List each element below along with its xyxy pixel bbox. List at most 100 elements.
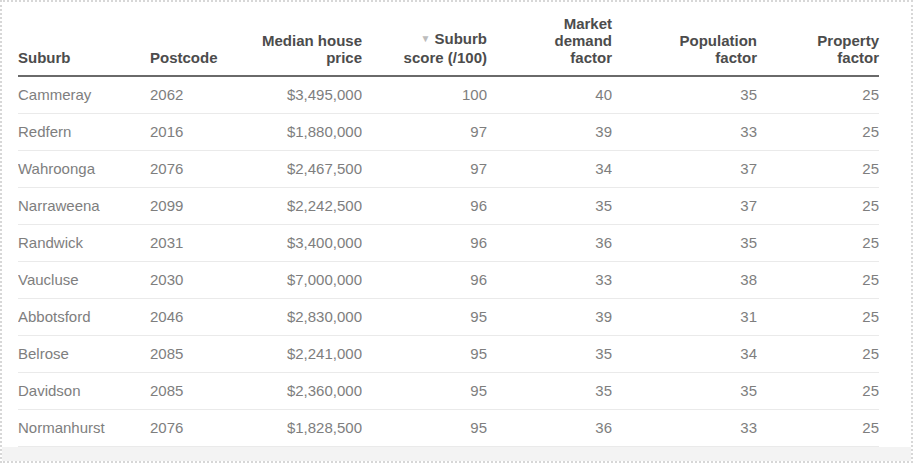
property-cell: 25 (757, 187, 879, 224)
property-cell: 25 (757, 113, 879, 150)
market-cell: 33 (487, 261, 612, 298)
table-row: Narraweena2099$2,242,50096353725 (18, 187, 879, 224)
column-header-label: Postcode (150, 49, 218, 66)
column-header-label: Suburb (18, 49, 71, 66)
header-row: SuburbPostcodeMedian house price▼Suburb … (18, 2, 879, 76)
market-cell: 35 (487, 187, 612, 224)
market-cell: 34 (487, 150, 612, 187)
score-cell: 96 (362, 261, 487, 298)
suburb-cell: Abbotsford (18, 298, 150, 335)
property-cell: 25 (757, 76, 879, 113)
property-cell: 25 (757, 298, 879, 335)
population-cell: 37 (612, 187, 757, 224)
column-header-label: Suburb score (/100) (404, 30, 487, 66)
price-cell: $3,400,000 (240, 224, 362, 261)
column-header-label: Population factor (680, 32, 758, 66)
price-cell: $2,467,500 (240, 150, 362, 187)
suburb-table-container: SuburbPostcodeMedian house price▼Suburb … (2, 2, 911, 447)
column-header-label: Property factor (817, 32, 879, 66)
column-header-suburb[interactable]: Suburb (18, 2, 150, 76)
population-cell: 37 (612, 150, 757, 187)
price-cell: $2,242,500 (240, 187, 362, 224)
table-row: Wahroonga2076$2,467,50097343725 (18, 150, 879, 187)
suburb-scores-card: SuburbPostcodeMedian house price▼Suburb … (0, 0, 913, 463)
price-cell: $3,495,000 (240, 76, 362, 113)
column-header-property[interactable]: Property factor (757, 2, 879, 76)
suburb-cell: Randwick (18, 224, 150, 261)
postcode-cell: 2076 (150, 150, 240, 187)
postcode-cell: 2099 (150, 187, 240, 224)
market-cell: 39 (487, 298, 612, 335)
price-cell: $2,830,000 (240, 298, 362, 335)
score-cell: 95 (362, 298, 487, 335)
property-cell: 25 (757, 150, 879, 187)
table-row: Cammeray2062$3,495,000100403525 (18, 76, 879, 113)
column-header-label: Median house price (262, 32, 362, 66)
postcode-cell: 2046 (150, 298, 240, 335)
sort-desc-icon: ▼ (421, 33, 435, 44)
population-cell: 35 (612, 372, 757, 409)
population-cell: 35 (612, 76, 757, 113)
market-cell: 36 (487, 224, 612, 261)
suburb-cell: Belrose (18, 335, 150, 372)
property-cell: 25 (757, 224, 879, 261)
column-header-label: Market demand factor (554, 15, 612, 66)
price-cell: $1,828,500 (240, 409, 362, 446)
column-header-price[interactable]: Median house price (240, 2, 362, 76)
postcode-cell: 2076 (150, 409, 240, 446)
suburb-cell: Vaucluse (18, 261, 150, 298)
score-cell: 97 (362, 150, 487, 187)
table-row: Vaucluse2030$7,000,00096333825 (18, 261, 879, 298)
price-cell: $7,000,000 (240, 261, 362, 298)
table-row: Belrose2085$2,241,00095353425 (18, 335, 879, 372)
score-cell: 97 (362, 113, 487, 150)
score-cell: 95 (362, 409, 487, 446)
postcode-cell: 2031 (150, 224, 240, 261)
population-cell: 31 (612, 298, 757, 335)
property-cell: 25 (757, 335, 879, 372)
table-row: Abbotsford2046$2,830,00095393125 (18, 298, 879, 335)
score-cell: 100 (362, 76, 487, 113)
column-header-postcode[interactable]: Postcode (150, 2, 240, 76)
suburb-cell: Cammeray (18, 76, 150, 113)
suburb-cell: Redfern (18, 113, 150, 150)
market-cell: 35 (487, 335, 612, 372)
price-cell: $2,360,000 (240, 372, 362, 409)
table-row: Redfern2016$1,880,00097393325 (18, 113, 879, 150)
column-header-market[interactable]: Market demand factor (487, 2, 612, 76)
postcode-cell: 2030 (150, 261, 240, 298)
market-cell: 36 (487, 409, 612, 446)
price-cell: $1,880,000 (240, 113, 362, 150)
population-cell: 33 (612, 113, 757, 150)
suburb-scores-table: SuburbPostcodeMedian house price▼Suburb … (18, 2, 879, 447)
property-cell: 25 (757, 372, 879, 409)
score-cell: 96 (362, 187, 487, 224)
postcode-cell: 2085 (150, 335, 240, 372)
postcode-cell: 2062 (150, 76, 240, 113)
postcode-cell: 2085 (150, 372, 240, 409)
table-row: Randwick2031$3,400,00096363525 (18, 224, 879, 261)
bottom-strip (2, 447, 911, 461)
suburb-cell: Narraweena (18, 187, 150, 224)
population-cell: 38 (612, 261, 757, 298)
table-body: Cammeray2062$3,495,000100403525Redfern20… (18, 76, 879, 446)
suburb-cell: Wahroonga (18, 150, 150, 187)
postcode-cell: 2016 (150, 113, 240, 150)
table-head: SuburbPostcodeMedian house price▼Suburb … (18, 2, 879, 76)
column-header-score[interactable]: ▼Suburb score (/100) (362, 2, 487, 76)
population-cell: 35 (612, 224, 757, 261)
price-cell: $2,241,000 (240, 335, 362, 372)
suburb-cell: Davidson (18, 372, 150, 409)
score-cell: 96 (362, 224, 487, 261)
population-cell: 33 (612, 409, 757, 446)
population-cell: 34 (612, 335, 757, 372)
market-cell: 40 (487, 76, 612, 113)
property-cell: 25 (757, 409, 879, 446)
suburb-cell: Normanhurst (18, 409, 150, 446)
market-cell: 39 (487, 113, 612, 150)
table-row: Normanhurst2076$1,828,50095363325 (18, 409, 879, 446)
table-row: Davidson2085$2,360,00095353525 (18, 372, 879, 409)
score-cell: 95 (362, 335, 487, 372)
column-header-population[interactable]: Population factor (612, 2, 757, 76)
score-cell: 95 (362, 372, 487, 409)
